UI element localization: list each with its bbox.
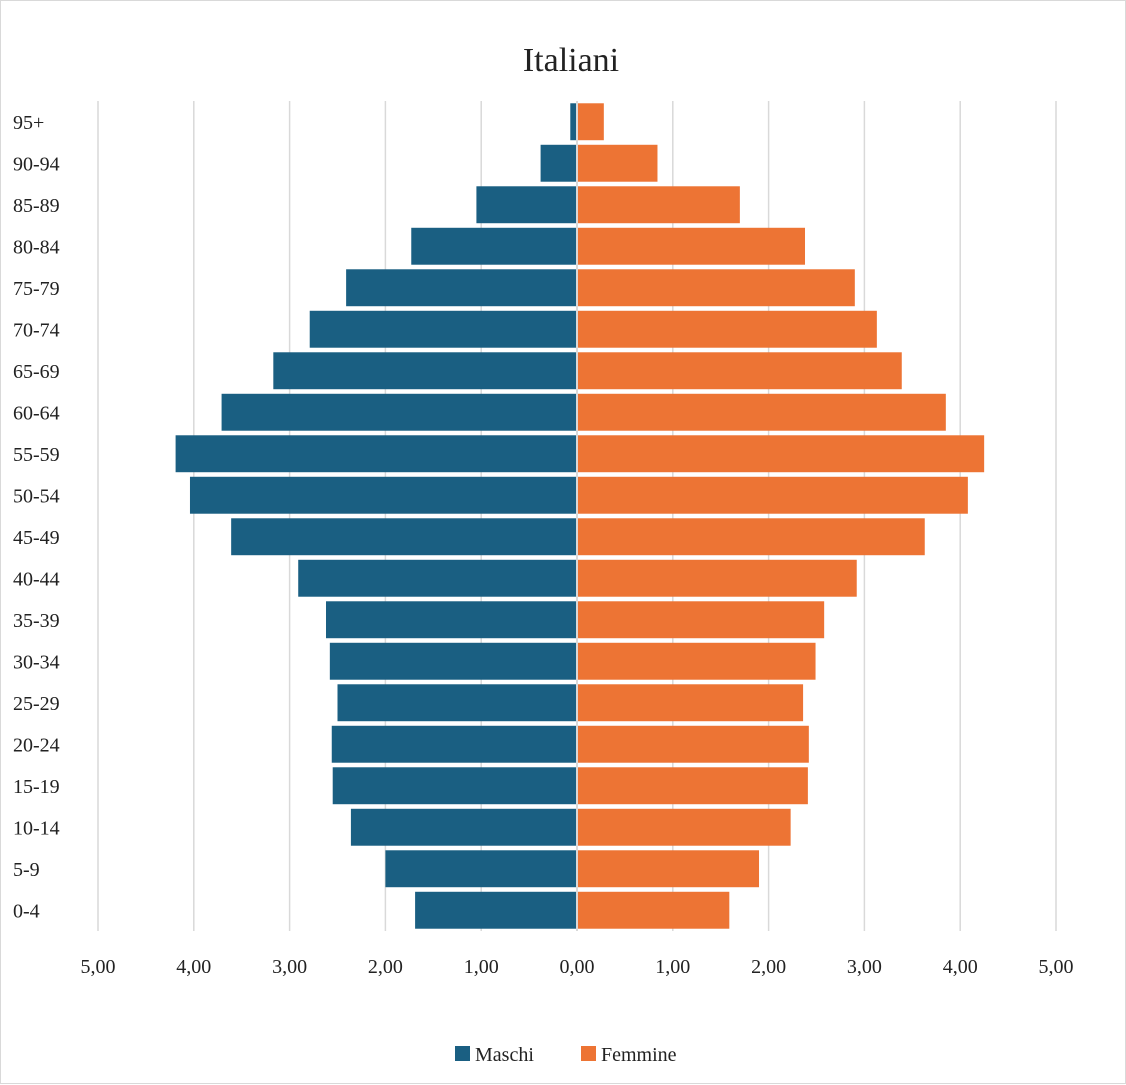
bar-femmine-55-59 xyxy=(577,435,985,473)
bar-femmine-95+ xyxy=(577,103,604,141)
tick-label: 3,00 xyxy=(272,956,307,978)
category-label: 80-84 xyxy=(13,236,60,258)
tick-label: 0,00 xyxy=(560,956,595,978)
bar-maschi-90-94 xyxy=(540,144,577,182)
tick-label: 2,00 xyxy=(751,956,786,978)
category-label: 10-14 xyxy=(13,817,60,839)
bar-femmine-15-19 xyxy=(577,767,808,805)
bar-femmine-25-29 xyxy=(577,684,804,722)
bar-maschi-5-9 xyxy=(385,850,577,888)
category-label: 55-59 xyxy=(13,444,60,466)
category-label: 50-54 xyxy=(13,485,60,507)
category-label: 15-19 xyxy=(13,776,60,798)
bar-femmine-60-64 xyxy=(577,393,946,431)
legend-label-maschi: Maschi xyxy=(475,1044,534,1066)
legend: Maschi Femmine xyxy=(455,1044,677,1066)
chart-title: Italiani xyxy=(523,42,619,79)
bar-femmine-0-4 xyxy=(577,891,730,929)
category-label: 60-64 xyxy=(13,402,60,424)
bar-maschi-40-44 xyxy=(298,559,577,597)
category-label: 85-89 xyxy=(13,195,60,217)
bar-maschi-65-69 xyxy=(273,352,577,390)
tick-label: 2,00 xyxy=(368,956,403,978)
category-label: 90-94 xyxy=(13,153,60,175)
bar-maschi-45-49 xyxy=(231,518,578,556)
bar-maschi-70-74 xyxy=(309,310,577,348)
bar-maschi-10-14 xyxy=(350,808,577,846)
category-label: 30-34 xyxy=(13,651,60,673)
tick-label: 4,00 xyxy=(943,956,978,978)
tick-label: 3,00 xyxy=(847,956,882,978)
bar-maschi-55-59 xyxy=(175,435,577,473)
bar-femmine-40-44 xyxy=(577,559,857,597)
category-labels: 95+ 90-94 85-89 80-84 75-79 70-74 65-69 60-64 55… xyxy=(13,112,60,923)
bar-femmine-75-79 xyxy=(577,269,855,307)
tick-label: 5,00 xyxy=(1039,956,1074,978)
tick-label: 1,00 xyxy=(655,956,690,978)
bar-femmine-50-54 xyxy=(577,476,968,514)
bar-femmine-85-89 xyxy=(577,186,740,224)
tick-label: 4,00 xyxy=(176,956,211,978)
category-label: 40-44 xyxy=(13,568,60,590)
bar-femmine-5-9 xyxy=(577,850,760,888)
category-label: 45-49 xyxy=(13,527,60,549)
bar-maschi-60-64 xyxy=(221,393,577,431)
legend-swatch-maschi xyxy=(455,1046,470,1061)
bar-maschi-25-29 xyxy=(337,684,577,722)
bar-femmine-80-84 xyxy=(577,227,806,265)
category-label: 70-74 xyxy=(13,319,60,341)
bar-femmine-65-69 xyxy=(577,352,902,390)
bar-femmine-30-34 xyxy=(577,642,816,680)
category-label: 5-9 xyxy=(13,859,40,881)
category-label: 35-39 xyxy=(13,610,60,632)
category-label: 65-69 xyxy=(13,361,60,383)
bar-maschi-95+ xyxy=(570,103,577,141)
bar-femmine-90-94 xyxy=(577,144,658,182)
category-label: 20-24 xyxy=(13,734,60,756)
category-label: 75-79 xyxy=(13,278,60,300)
bar-maschi-75-79 xyxy=(346,269,577,307)
bar-femmine-20-24 xyxy=(577,725,809,763)
bar-maschi-85-89 xyxy=(476,186,577,224)
category-label: 25-29 xyxy=(13,693,60,715)
bar-femmine-35-39 xyxy=(577,601,825,639)
bars-layer xyxy=(175,103,985,929)
bar-maschi-20-24 xyxy=(331,725,577,763)
bar-maschi-0-4 xyxy=(415,891,577,929)
category-label: 95+ xyxy=(13,112,44,134)
bar-femmine-45-49 xyxy=(577,518,925,556)
bar-femmine-70-74 xyxy=(577,310,877,348)
bar-maschi-50-54 xyxy=(189,476,577,514)
bar-maschi-30-34 xyxy=(329,642,577,680)
category-label: 0-4 xyxy=(13,900,40,922)
bar-maschi-35-39 xyxy=(326,601,577,639)
tick-labels: 5,00 4,00 3,00 2,00 1,00 0,00 1,00 2,00 3,00 4,00… xyxy=(81,956,1074,978)
tick-label: 1,00 xyxy=(464,956,499,978)
bar-femmine-10-14 xyxy=(577,808,791,846)
tick-label: 5,00 xyxy=(81,956,116,978)
bar-maschi-15-19 xyxy=(332,767,577,805)
legend-label-femmine: Femmine xyxy=(601,1044,677,1066)
bar-maschi-80-84 xyxy=(411,227,577,265)
legend-swatch-femmine xyxy=(581,1046,596,1061)
